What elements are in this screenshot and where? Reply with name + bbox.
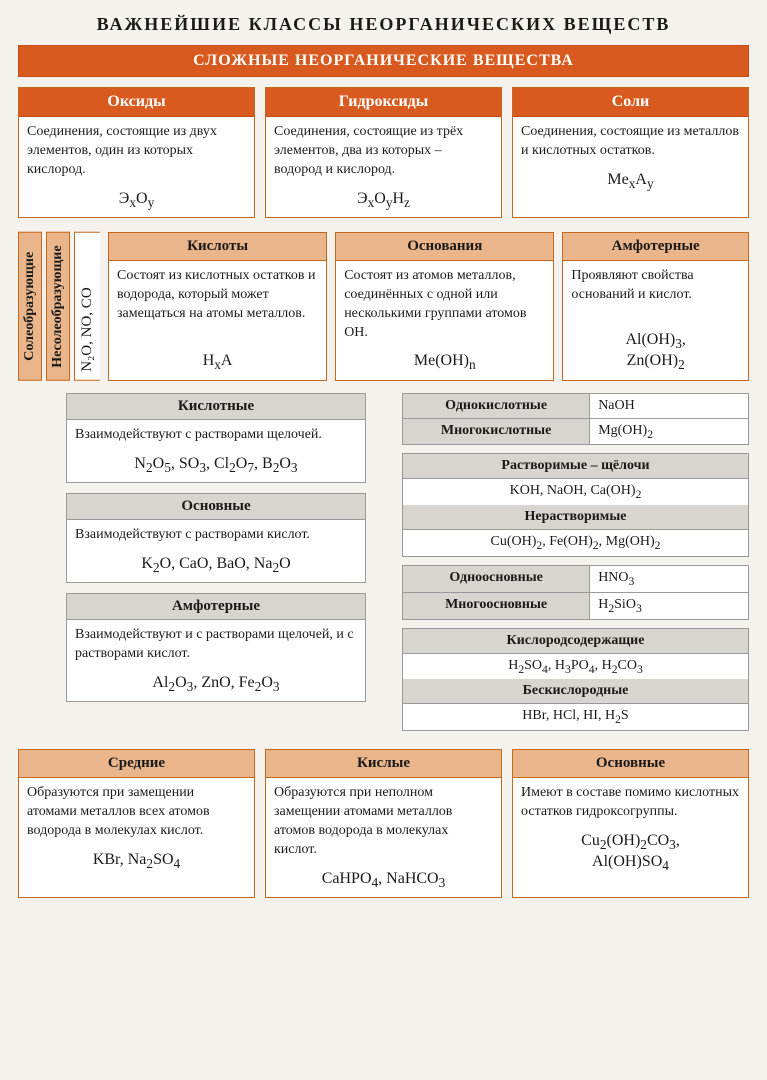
hdr-amphoteric: Амфотерные (563, 233, 748, 261)
box-salts: Соли Соединения, состоящие из металлов и… (512, 87, 749, 218)
vtab-saltforming: Солеобразующие (18, 232, 42, 381)
box-hydroxides: Гидроксиды Соединения, состоящие из трёх… (265, 87, 502, 218)
right-classification-stack: Однокислотные NaOH Многокислотные Mg(OH)… (402, 393, 749, 732)
body-basic-oxides: Взаимодействуют с растворами кислот. (67, 520, 365, 551)
body-bases: Состоят из атомов металлов, соединённых … (336, 261, 553, 349)
formula-basic-oxides: K2O, CaO, BaO, Na2O (67, 551, 365, 582)
body-no-oxygen: HBr, HCl, HI, H2S (403, 704, 748, 730)
hdr-amphoteric-oxides: Амфотерные (67, 594, 365, 620)
hdr-normal-salts: Средние (19, 750, 254, 778)
cell-monoacidic: Однокислотные (403, 394, 590, 418)
body-insoluble: Cu(OH)2, Fe(OH)2, Mg(OH)2 (403, 530, 748, 556)
card-amphoteric-oxides: Амфотерные Взаимодействуют и с растворам… (66, 593, 366, 702)
body-amphoteric-oxides: Взаимодействуют и с растворами щелочей, … (67, 620, 365, 670)
cell-polyacidic-ex: Mg(OH)2 (590, 419, 748, 445)
hdr-hydroxides: Гидроксиды (266, 88, 501, 117)
body-oxygen: H2SO4, H3PO4, H2CO3 (403, 654, 748, 680)
formula-normal-salts: KBr, Na2SO4 (19, 847, 254, 878)
box-acidic-salts: Кислые Образуются при неполном замещении… (265, 749, 502, 898)
body-soluble: KOH, NaOH, Ca(OH)2 (403, 479, 748, 505)
cell-monobasic: Одноосновные (403, 566, 590, 592)
page-title: ВАЖНЕЙШИЕ КЛАССЫ НЕОРГАНИЧЕСКИХ ВЕЩЕСТВ (18, 14, 749, 35)
hdr-acidic-salts: Кислые (266, 750, 501, 778)
rtab-acid-oxygen: Кислородсодержащие H2SO4, H3PO4, H2CO3 Б… (402, 628, 749, 732)
body-basic-salts: Имеют в составе помимо кислотных остатко… (513, 778, 748, 828)
hdr-oxides: Оксиды (19, 88, 254, 117)
hdr-soluble: Растворимые – щёлочи (403, 454, 748, 479)
lower-mid-region: Кислотные Взаимодействуют с растворами щ… (18, 381, 749, 732)
oxide-types-stack: Кислотные Взаимодействуют с растворами щ… (66, 393, 366, 732)
body-normal-salts: Образуются при замещении атомами металло… (19, 778, 254, 847)
rtab-acid-basicity: Одноосновные HNO3 Многоосновные H2SiO3 (402, 565, 749, 620)
body-salts: Соединения, состоящие из металлов и кисл… (513, 117, 748, 167)
mid-row: Солеобразующие Несолеобразующие N₂O, NO,… (18, 232, 749, 381)
cell-polybasic-ex: H2SiO3 (590, 593, 748, 619)
hdr-bases: Основания (336, 233, 553, 261)
main-header-band: СЛОЖНЫЕ НЕОРГАНИЧЕСКИЕ ВЕЩЕСТВА (18, 45, 749, 77)
rtab-base-acidity: Однокислотные NaOH Многокислотные Mg(OH)… (402, 393, 749, 446)
body-hydroxides: Соединения, состоящие из трёх элементов,… (266, 117, 501, 186)
vtab-nonsaltforming-content: N₂O, NO, CO (74, 232, 100, 381)
hdr-oxygen: Кислородсодержащие (403, 629, 748, 654)
box-acids: Кислоты Состоят из кислотных остатков и … (108, 232, 327, 381)
hdr-no-oxygen: Бескислородные (403, 679, 748, 704)
formula-amphoteric-oxides: Al2O3, ZnO, Fe2O3 (67, 670, 365, 701)
body-acids: Состоят из кислотных остатков и водорода… (109, 261, 326, 349)
formula-basic-salts: Cu2(OH)2CO3,Al(OH)SO4 (513, 828, 748, 880)
hdr-acids: Кислоты (109, 233, 326, 261)
bottom-row: Средние Образуются при замещении атомами… (18, 749, 749, 898)
box-amphoteric: Амфотерные Проявляют свойства оснований … (562, 232, 749, 381)
cell-polyacidic: Многокислотные (403, 419, 590, 445)
box-oxides: Оксиды Соединения, состоящие из двух эле… (18, 87, 255, 218)
formula-oxides: ЭxOy (19, 186, 254, 217)
card-acidic-oxides: Кислотные Взаимодействуют с растворами щ… (66, 393, 366, 483)
vtab-nonsaltforming-label: Несолеобразующие (46, 232, 70, 381)
top-row: Оксиды Соединения, состоящие из двух эле… (18, 87, 749, 218)
formula-acids: HxA (109, 348, 326, 379)
box-bases: Основания Состоят из атомов металлов, со… (335, 232, 554, 381)
body-acidic-salts: Образуются при неполном замещении атомам… (266, 778, 501, 866)
formula-hydroxides: ЭxOyHz (266, 186, 501, 217)
hdr-acidic-oxides: Кислотные (67, 394, 365, 420)
cell-monoacidic-ex: NaOH (590, 394, 748, 418)
hdr-basic-salts: Основные (513, 750, 748, 778)
formula-acidic-salts: CaHPO4, NaHCO3 (266, 866, 501, 897)
box-normal-salts: Средние Образуются при замещении атомами… (18, 749, 255, 898)
formula-salts: MexAy (513, 167, 748, 198)
body-acidic-oxides: Взаимодействуют с растворами щелочей. (67, 420, 365, 451)
body-oxides: Соединения, состоящие из двух элементов,… (19, 117, 254, 186)
cell-monobasic-ex: HNO3 (590, 566, 748, 592)
hdr-salts: Соли (513, 88, 748, 117)
vertical-tabs: Солеобразующие Несолеобразующие N₂O, NO,… (18, 232, 100, 381)
rtab-base-solubility: Растворимые – щёлочи KOH, NaOH, Ca(OH)2 … (402, 453, 749, 557)
formula-acidic-oxides: N2O5, SO3, Cl2O7, B2O3 (67, 451, 365, 482)
hdr-basic-oxides: Основные (67, 494, 365, 520)
cell-polybasic: Многоосновные (403, 593, 590, 619)
formula-bases: Me(OH)n (336, 348, 553, 379)
box-basic-salts: Основные Имеют в составе помимо кислотны… (512, 749, 749, 898)
hdr-insoluble: Нерастворимые (403, 505, 748, 530)
body-amphoteric: Проявляют свойства оснований и кислот. (563, 261, 748, 327)
card-basic-oxides: Основные Взаимодействуют с растворами ки… (66, 493, 366, 583)
formula-amphoteric: Al(OH)3,Zn(OH)2 (563, 327, 748, 379)
